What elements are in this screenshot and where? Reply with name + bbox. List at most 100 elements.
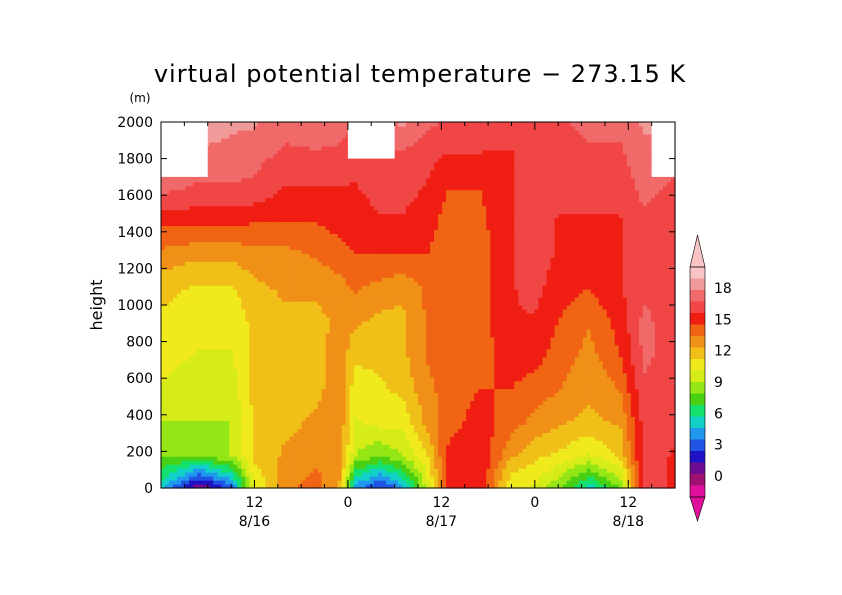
field-cell [253, 153, 258, 159]
field-cell [229, 297, 234, 302]
field-cell [233, 257, 238, 262]
field-cell [301, 456, 307, 461]
field-cell [309, 428, 315, 433]
field-cell [169, 480, 174, 485]
field-cell [373, 372, 379, 378]
field-cell [277, 265, 283, 270]
field-cell [189, 293, 194, 298]
field-cell [201, 233, 206, 238]
field-cell [245, 452, 250, 457]
field-cell [305, 340, 311, 346]
field-cell [377, 444, 383, 449]
field-cell [257, 476, 262, 481]
field-cell [269, 464, 275, 469]
field-cell [185, 348, 190, 354]
field-cell [349, 476, 355, 481]
field-cell [177, 384, 182, 390]
field-cell [313, 376, 319, 382]
field-cell [245, 269, 250, 274]
field-cell [365, 201, 371, 207]
field-cell [273, 145, 279, 151]
field-cell [237, 205, 242, 211]
field-cell [329, 193, 335, 199]
field-cell [237, 297, 242, 302]
field-cell [261, 265, 267, 270]
field-cell [345, 193, 351, 199]
field-cell [233, 344, 238, 350]
field-cell [341, 201, 347, 207]
field-cell [309, 122, 315, 127]
field-cell [205, 269, 210, 274]
field-cell [273, 404, 279, 410]
field-cell [165, 273, 170, 278]
field-cell [165, 225, 170, 231]
field-cell [165, 352, 170, 358]
field-cell [329, 157, 335, 163]
field-cell [253, 384, 258, 390]
field-cell [345, 452, 351, 457]
field-cell [321, 237, 327, 242]
field-cell [213, 424, 218, 429]
field-cell [285, 213, 291, 219]
field-cell [189, 285, 194, 290]
field-cell [297, 217, 303, 223]
field-cell [217, 285, 222, 290]
field-cell [353, 245, 359, 250]
field-cell [181, 384, 186, 390]
field-cell [181, 185, 186, 191]
field-cell [261, 157, 267, 163]
field-cell [277, 424, 283, 429]
field-cell [317, 432, 323, 437]
field-cell [349, 165, 355, 171]
field-cell [341, 149, 347, 155]
field-cell [253, 476, 258, 481]
field-cell [205, 332, 210, 338]
field-cell [321, 320, 327, 326]
field-cell [341, 177, 347, 183]
field-cell [281, 376, 287, 382]
field-cell [209, 229, 214, 234]
field-cell [173, 396, 178, 402]
field-cell [229, 332, 234, 338]
field-cell [321, 344, 327, 350]
field-cell [365, 225, 371, 231]
field-cell [373, 157, 379, 163]
field-cell [357, 320, 363, 326]
field-cell [365, 392, 371, 398]
field-cell [181, 237, 186, 242]
field-cell [221, 225, 226, 231]
field-cell [297, 356, 303, 362]
field-cell [237, 245, 242, 250]
field-cell [273, 420, 279, 425]
field-cell [281, 229, 287, 234]
field-cell [205, 217, 210, 223]
field-cell [373, 197, 379, 203]
field-cell [241, 157, 246, 163]
field-cell [337, 193, 343, 199]
field-cell [333, 237, 339, 242]
field-cell [325, 301, 331, 306]
field-cell [221, 468, 226, 473]
field-cell [245, 201, 250, 207]
field-cell [225, 141, 230, 147]
field-cell [285, 388, 291, 394]
field-cell [237, 221, 242, 227]
field-cell [349, 249, 355, 254]
field-cell [245, 193, 250, 199]
field-cell [165, 185, 170, 191]
field-cell [297, 205, 303, 211]
field-cell [329, 137, 335, 143]
field-cell [361, 189, 367, 195]
field-cell [193, 209, 198, 215]
field-cell [209, 432, 214, 437]
field-cell [253, 201, 258, 207]
field-cell [161, 392, 166, 398]
field-cell [221, 209, 226, 215]
field-cell [165, 348, 170, 354]
field-cell [281, 472, 287, 477]
field-cell [269, 133, 275, 139]
field-cell [321, 324, 327, 330]
field-cell [225, 480, 230, 485]
field-cell [225, 233, 230, 238]
field-cell [345, 436, 351, 441]
